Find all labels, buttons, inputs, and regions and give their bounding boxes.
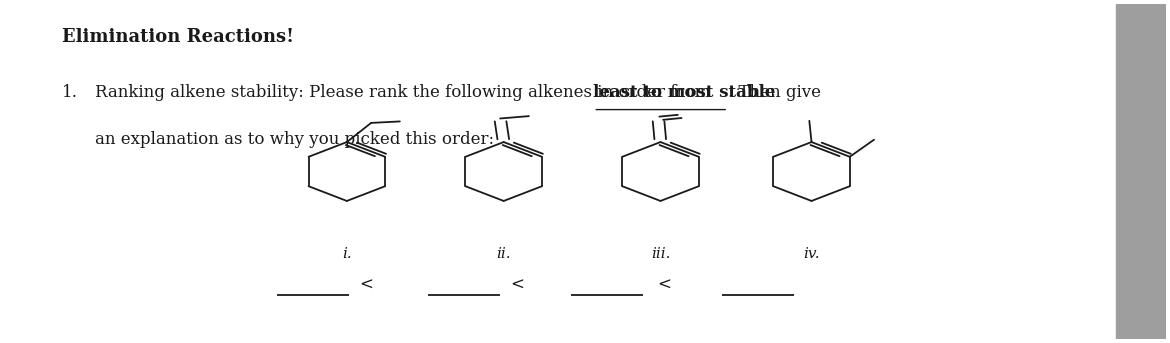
Text: an explanation as to why you picked this order:: an explanation as to why you picked this… xyxy=(95,131,494,148)
Text: iii.: iii. xyxy=(651,247,670,261)
Text: <: < xyxy=(658,277,670,294)
Text: iv.: iv. xyxy=(804,247,820,261)
Text: 1.: 1. xyxy=(62,84,78,102)
Text: least to most stable: least to most stable xyxy=(593,84,776,102)
Text: i.: i. xyxy=(342,247,352,261)
Text: <: < xyxy=(359,277,373,294)
Text: <: < xyxy=(510,277,524,294)
Text: . Then give: . Then give xyxy=(728,84,821,102)
Text: ii.: ii. xyxy=(496,247,511,261)
Text: Elimination Reactions!: Elimination Reactions! xyxy=(62,27,294,46)
Bar xyxy=(1116,4,1165,339)
Text: Ranking alkene stability: Please rank the following alkenes in order from: Ranking alkene stability: Please rank th… xyxy=(95,84,715,102)
